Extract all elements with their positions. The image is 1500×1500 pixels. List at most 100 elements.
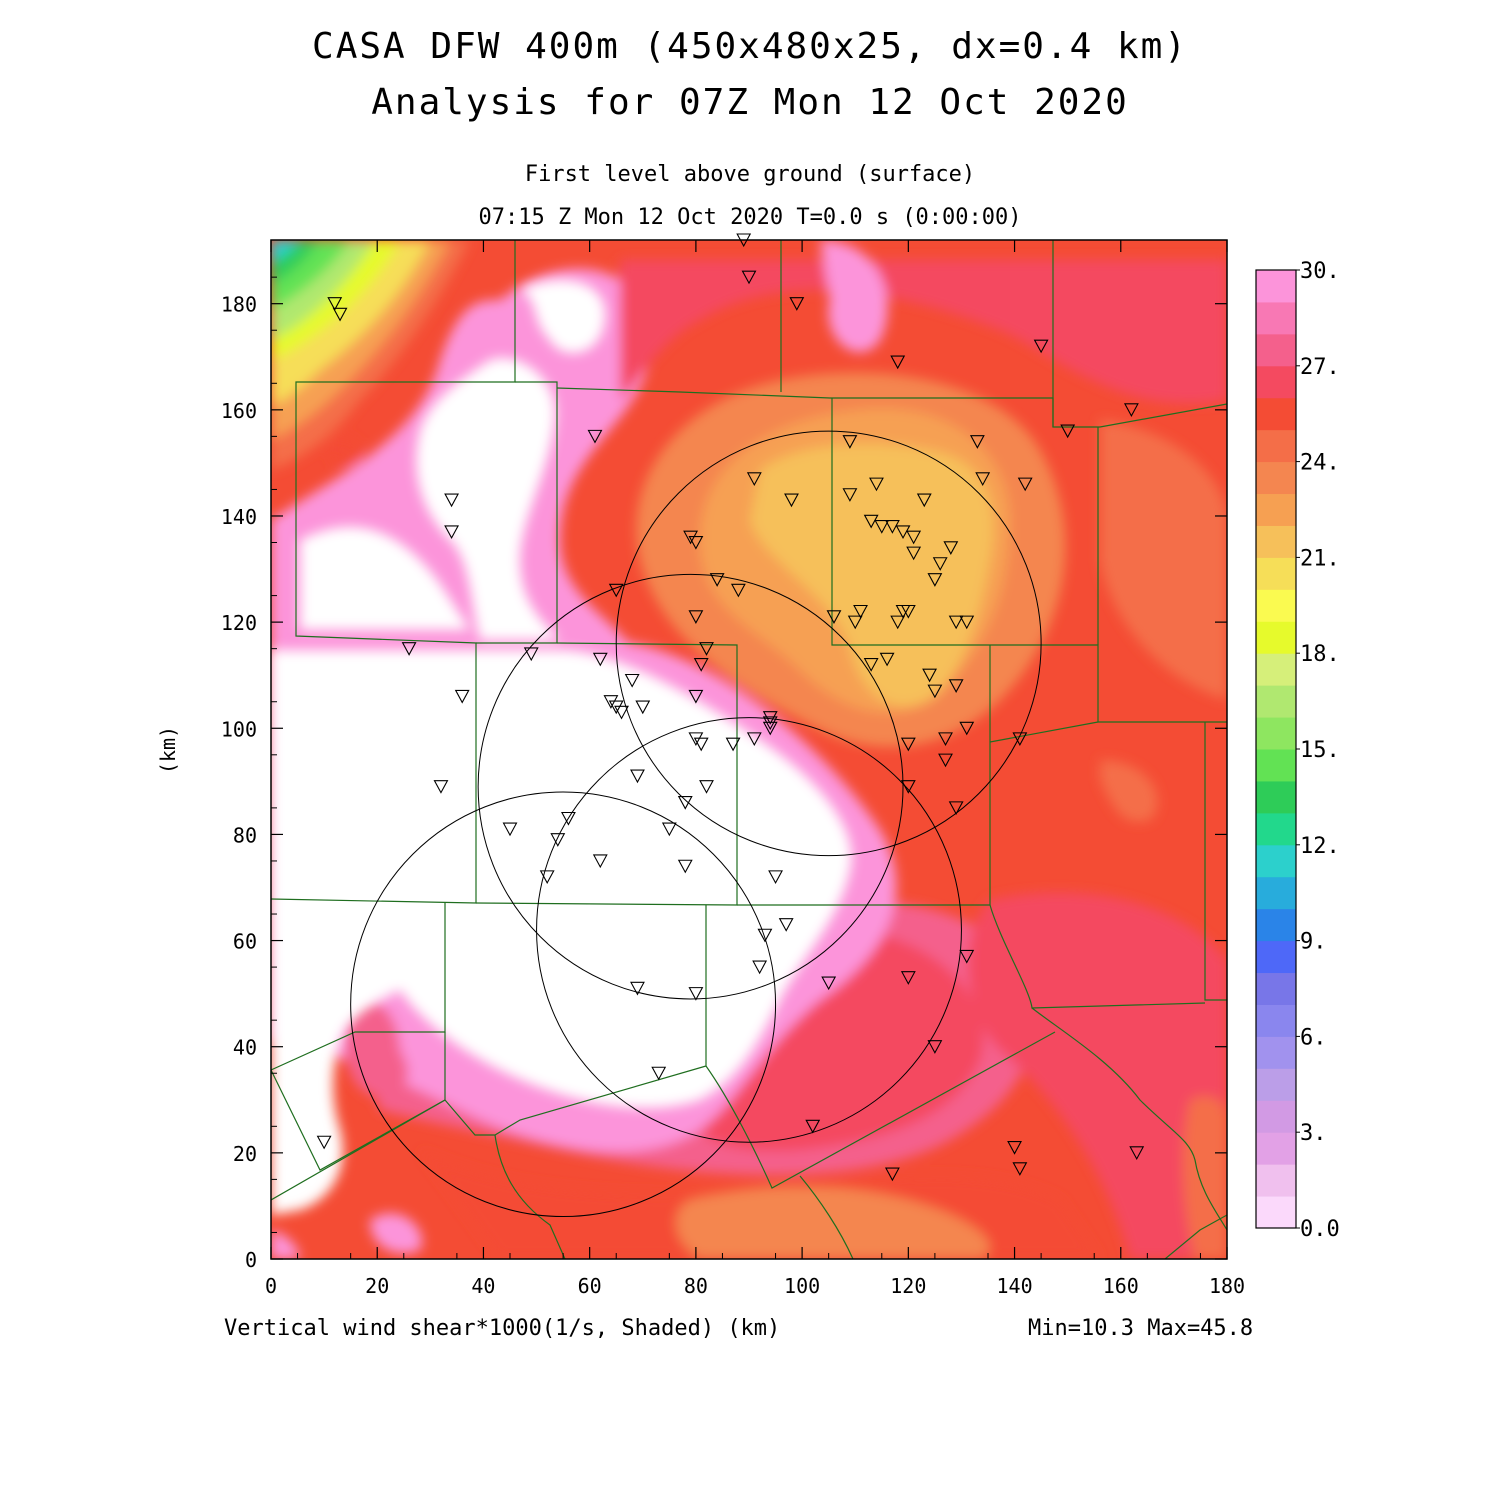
station-marker (768, 870, 783, 885)
station-marker (842, 435, 858, 449)
station-marker (948, 679, 964, 693)
station-marker (927, 684, 943, 699)
station-marker (444, 493, 460, 508)
station-marker (884, 520, 900, 534)
x-tick-label: 160 (1103, 1274, 1139, 1298)
variable-label: Vertical wind shear*1000(1/s, Shaded) (k… (224, 1316, 781, 1341)
station-marker (603, 695, 619, 709)
station-marker (762, 716, 778, 731)
colorbar-label: 9. (1300, 930, 1327, 955)
station-marker (879, 652, 895, 667)
station-marker (454, 689, 470, 704)
station-marker (948, 801, 964, 816)
station-markers (316, 233, 1145, 1182)
station-marker (550, 833, 566, 847)
station-marker (693, 737, 709, 752)
station-marker (853, 604, 868, 619)
station-marker (635, 700, 651, 715)
station-marker (752, 960, 768, 975)
colorbar-label: 15. (1300, 738, 1340, 763)
station-marker (784, 493, 799, 508)
station-marker (932, 557, 948, 571)
colorbar-swatch (1256, 461, 1296, 495)
station-marker (906, 546, 922, 561)
time-label: 07:15 Z Mon 12 Oct 2020 T=0.0 s (0:00:00… (478, 205, 1022, 230)
colorbar-swatch (1256, 1100, 1296, 1133)
colorbar-label: 27. (1300, 355, 1340, 380)
station-marker (975, 472, 991, 486)
colorbar-label: 30. (1300, 259, 1340, 284)
colorbar-swatch (1256, 493, 1296, 526)
station-marker (757, 928, 773, 943)
station-marker (906, 530, 922, 545)
x-tick-label: 180 (1209, 1274, 1245, 1298)
station-marker (943, 541, 959, 555)
station-marker (630, 769, 645, 784)
station-marker (916, 493, 932, 508)
station-marker (677, 859, 693, 874)
station-marker (884, 1167, 900, 1182)
colorbar-swatch (1256, 780, 1296, 814)
y-tick-label: 20 (233, 1142, 257, 1166)
station-marker (890, 355, 906, 370)
y-tick-label: 0 (245, 1248, 257, 1272)
colorbar-label: 3. (1300, 1121, 1327, 1146)
station-marker (560, 811, 576, 826)
station-marker (900, 737, 916, 752)
station-marker (746, 472, 762, 486)
colorbar-swatch (1256, 1036, 1296, 1069)
colorbar-label: 6. (1300, 1025, 1327, 1050)
station-marker (688, 689, 704, 704)
station-marker (693, 658, 709, 672)
station-marker (614, 705, 629, 720)
station-marker (709, 573, 725, 587)
colorbar-swatch (1256, 621, 1296, 654)
station-marker (927, 1040, 943, 1054)
y-tick-label: 40 (233, 1036, 257, 1060)
station-marker (1012, 732, 1028, 747)
station-marker (332, 307, 348, 322)
station-marker (1123, 403, 1139, 417)
colorbar-swatch (1256, 1164, 1296, 1197)
colorbar-swatch (1256, 940, 1296, 974)
station-marker (725, 737, 741, 752)
station-marker (1012, 1162, 1028, 1176)
station-marker (699, 780, 714, 794)
colorbar-label: 12. (1300, 834, 1340, 859)
station-marker (592, 854, 608, 869)
station-marker (821, 976, 837, 991)
colorbar-swatch (1256, 749, 1296, 782)
station-marker (762, 711, 778, 725)
station-marker (826, 610, 842, 624)
station-marker (959, 615, 975, 630)
station-marker (874, 520, 890, 534)
station-marker (523, 647, 539, 662)
y-tick-label: 100 (221, 717, 257, 741)
station-marker (730, 583, 746, 598)
station-marker (433, 780, 449, 794)
station-marker (539, 870, 555, 885)
station-marker (959, 949, 975, 964)
colorbar-label: 21. (1300, 546, 1340, 571)
station-marker (502, 822, 518, 837)
radar-ring-4 (350, 791, 777, 1218)
station-marker (699, 642, 714, 656)
x-tick-label: 20 (365, 1274, 389, 1298)
y-tick-label: 160 (221, 399, 257, 423)
station-marker (444, 525, 460, 540)
colorbar-swatch (1256, 1196, 1296, 1229)
colorbar-swatch (1256, 876, 1296, 910)
colorbar-swatch (1256, 685, 1296, 718)
station-marker (959, 721, 975, 736)
x-tick-label: 0 (265, 1274, 277, 1298)
colorbar-swatch (1256, 1132, 1296, 1165)
station-marker (327, 297, 343, 311)
radar-ring-2 (477, 573, 904, 1000)
colorbar-swatch (1256, 397, 1296, 431)
station-marker (316, 1135, 332, 1150)
title-line-2: Analysis for 07Z Mon 12 Oct 2020 (371, 82, 1129, 123)
station-marker (762, 721, 778, 736)
colorbar-label: 24. (1300, 451, 1340, 476)
radar-ring-1 (615, 430, 1042, 857)
station-marker (847, 615, 863, 630)
